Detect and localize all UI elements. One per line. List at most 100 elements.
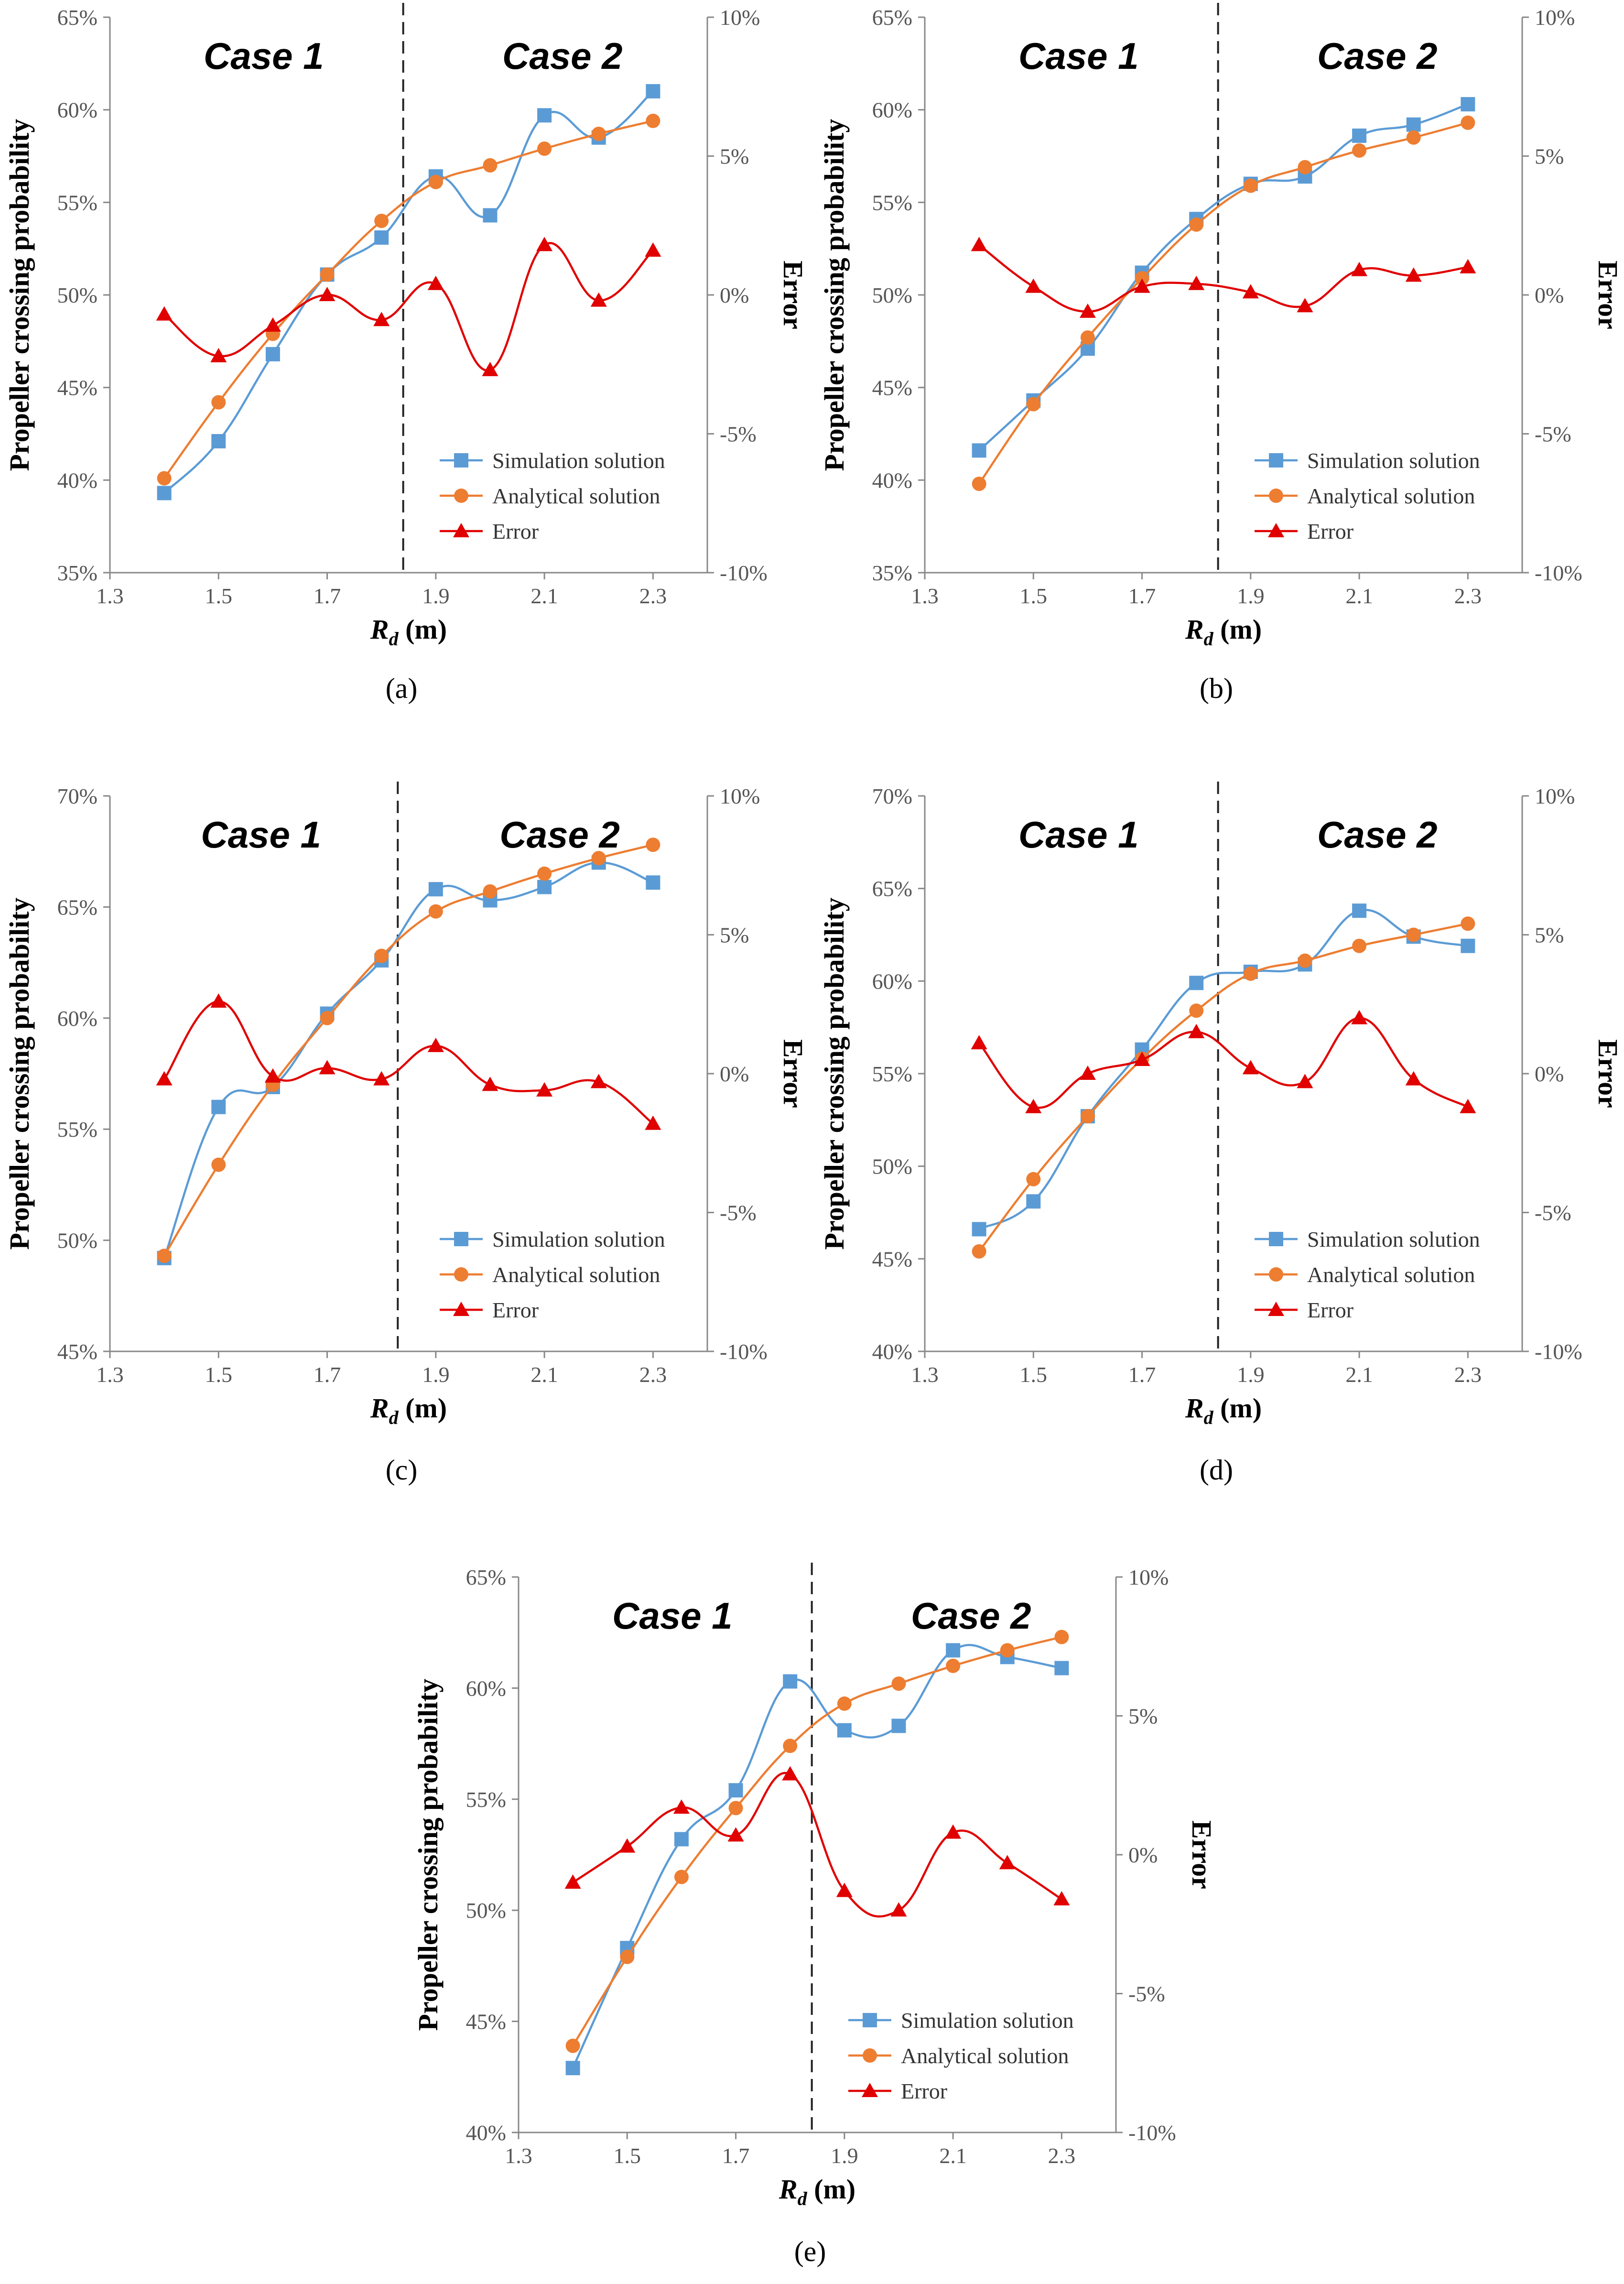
series-line-error xyxy=(163,1000,654,1125)
legend-entry: Error xyxy=(1307,519,1353,544)
x-axis-label-sub: d xyxy=(1204,1407,1214,1428)
legend-marker xyxy=(863,2013,877,2027)
chart-panel-5: 40% 45% 50% 55% 60% 65% -10% -5% 0% 5% 10% 1.3 1.5 1.… xyxy=(412,1563,1217,2267)
case-1-label: Case 1 xyxy=(1018,35,1139,77)
y2-axis-label: Error xyxy=(1592,1039,1624,1108)
legend-marker xyxy=(862,2083,878,2097)
data-point-analytical-solution xyxy=(1352,938,1367,953)
data-point-analytical-solution xyxy=(728,1801,743,1816)
legend-entry: Analytical solution xyxy=(492,484,660,508)
data-point-error xyxy=(619,1838,636,1853)
y2-tick-label: -5% xyxy=(720,422,757,446)
x-tick-label: 1.9 xyxy=(1237,1362,1265,1387)
x-tick-label: 2.3 xyxy=(1454,1362,1482,1387)
data-point-simulation-solution xyxy=(646,84,660,98)
x-tick-label: 2.3 xyxy=(1048,2143,1076,2168)
legend-marker xyxy=(453,1302,469,1316)
x-axis-label: Rd (m) xyxy=(370,1392,447,1428)
series-line-analytical-solution xyxy=(163,120,653,479)
y2-axis-label: Error xyxy=(1592,261,1624,329)
x-tick-label: 1.7 xyxy=(314,1362,341,1387)
data-point-analytical-solution xyxy=(1054,1630,1069,1644)
y-tick-label: 40% xyxy=(872,1339,912,1364)
x-axis-label-sub: d xyxy=(798,2188,808,2209)
x-axis-label-unit: (m) xyxy=(399,614,447,645)
data-point-analytical-solution xyxy=(157,1249,172,1263)
legend-marker xyxy=(453,523,469,537)
y-axis-label: Propeller crossing probability xyxy=(4,119,35,471)
data-point-analytical-solution xyxy=(972,477,986,491)
y2-tick-label: -5% xyxy=(1128,1982,1165,2006)
y-tick-label: 60% xyxy=(872,98,912,122)
data-point-error xyxy=(1025,1098,1042,1113)
data-point-analytical-solution xyxy=(1026,1172,1041,1186)
data-point-simulation-solution xyxy=(728,1783,743,1798)
case-2-label: Case 2 xyxy=(911,1595,1031,1637)
x-tick-label: 2.1 xyxy=(1345,1362,1373,1387)
data-point-simulation-solution xyxy=(537,108,552,123)
legend-entry: Simulation solution xyxy=(901,2008,1074,2033)
y-tick-label: 55% xyxy=(466,1787,506,1812)
data-point-error xyxy=(945,1824,962,1839)
data-point-error xyxy=(156,306,173,321)
data-point-simulation-solution xyxy=(1352,903,1367,918)
y2-tick-label: -5% xyxy=(1535,1201,1571,1225)
data-point-analytical-solution xyxy=(374,948,389,963)
y-tick-label: 55% xyxy=(57,190,97,215)
y-tick-label: 45% xyxy=(872,376,912,400)
data-point-analytical-solution xyxy=(428,904,443,919)
data-point-error xyxy=(727,1827,744,1842)
x-tick-label: 1.9 xyxy=(422,584,450,608)
case-2-label: Case 2 xyxy=(502,35,623,77)
x-tick-label: 1.5 xyxy=(205,1362,233,1387)
panel-label: (e) xyxy=(794,2236,826,2267)
series-line-error xyxy=(978,244,1468,313)
x-axis-label: Rd (m) xyxy=(779,2174,855,2209)
data-point-analytical-solution xyxy=(1406,927,1421,942)
chart-panel-4: 40% 45% 50% 55% 60% 65% 70% -10% -5% 0% 5% 10% 1.3 1.… xyxy=(819,782,1624,1486)
data-point-error xyxy=(590,292,607,307)
legend-entry: Simulation solution xyxy=(1307,448,1480,473)
y-axis-label: Propeller crossing probability xyxy=(819,119,850,471)
y-tick-label: 60% xyxy=(57,1006,97,1031)
data-point-analytical-solution xyxy=(320,1011,335,1025)
data-point-error xyxy=(1025,278,1042,293)
data-point-error xyxy=(319,1060,336,1075)
y-tick-label: 65% xyxy=(57,895,97,919)
panel-label: (d) xyxy=(1200,1454,1233,1486)
data-point-error xyxy=(1297,1074,1313,1088)
y-tick-label: 50% xyxy=(872,283,912,307)
data-point-simulation-solution xyxy=(428,882,443,897)
data-point-simulation-solution xyxy=(646,875,660,890)
data-point-analytical-solution xyxy=(891,1676,906,1691)
data-point-error xyxy=(1351,261,1368,276)
data-point-analytical-solution xyxy=(483,158,498,173)
data-point-error xyxy=(971,1035,987,1050)
x-axis-label: Rd (m) xyxy=(1185,1392,1262,1428)
data-point-analytical-solution xyxy=(565,2038,580,2053)
data-point-analytical-solution xyxy=(837,1696,852,1711)
data-point-simulation-solution xyxy=(483,208,498,223)
data-point-error xyxy=(536,1082,553,1097)
x-axis-label: Rd (m) xyxy=(370,614,447,650)
legend-marker xyxy=(454,453,468,468)
data-point-error xyxy=(1460,259,1476,273)
data-point-error xyxy=(590,1074,607,1088)
data-point-analytical-solution xyxy=(374,214,389,228)
y2-tick-label: 0% xyxy=(1535,1062,1564,1086)
data-point-error xyxy=(1188,1023,1205,1038)
y-tick-label: 50% xyxy=(872,1154,912,1179)
y2-axis-label: Error xyxy=(1186,1820,1217,1889)
data-point-analytical-solution xyxy=(1026,397,1041,412)
series-line-error xyxy=(978,1017,1469,1109)
x-axis-label-var: R xyxy=(370,1392,389,1424)
x-axis-label-var: R xyxy=(370,614,389,645)
legend-entry: Analytical solution xyxy=(1307,484,1475,508)
y-tick-label: 55% xyxy=(57,1117,97,1142)
x-tick-label: 1.9 xyxy=(422,1362,450,1387)
data-point-error xyxy=(1134,278,1150,293)
data-point-simulation-solution xyxy=(891,1718,906,1733)
legend-marker xyxy=(1269,453,1283,468)
legend-marker xyxy=(1268,1302,1284,1316)
y-tick-label: 60% xyxy=(57,98,97,122)
